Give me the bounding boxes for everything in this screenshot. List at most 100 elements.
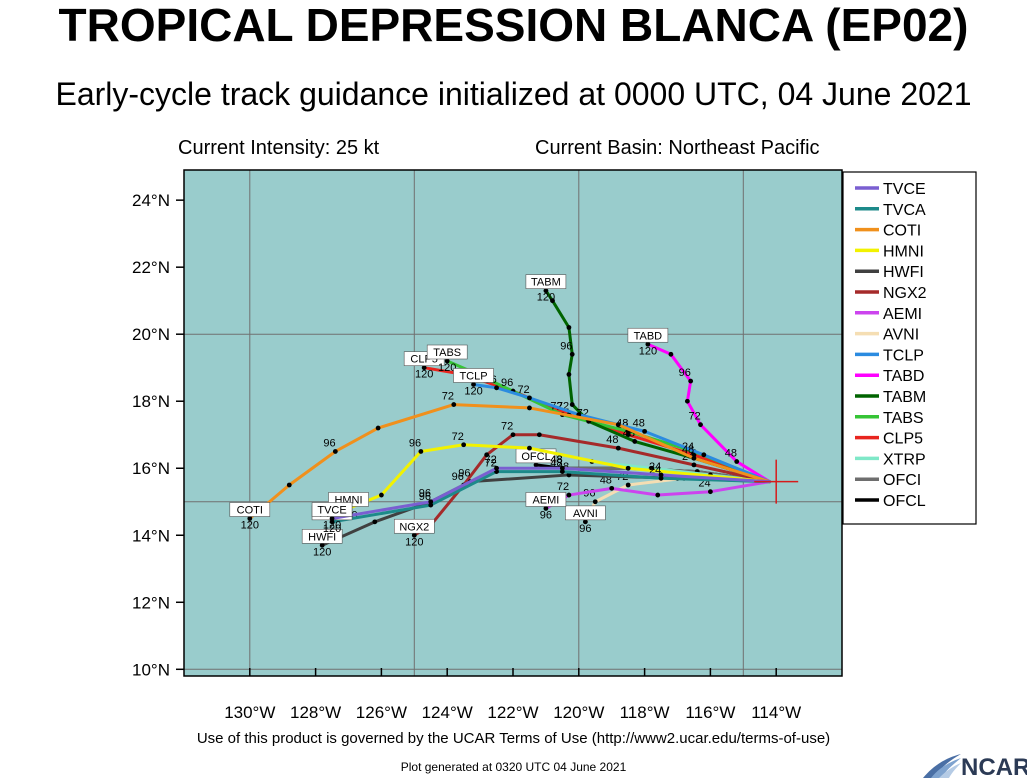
track-end-hour: 120: [323, 520, 341, 532]
track-point: [566, 325, 572, 330]
track-point: [625, 432, 631, 438]
track-end-hour: 96: [579, 523, 591, 535]
forecast-hour-label: 72: [442, 391, 454, 403]
track-end-hour: 120: [405, 536, 423, 548]
track-end-box: [525, 492, 567, 507]
track-end-box: [229, 502, 271, 517]
track-end-box: [525, 274, 567, 289]
track-point: [428, 502, 434, 508]
track-point: [734, 459, 740, 464]
track-point: [494, 465, 499, 471]
lon-tick-label: 126°W: [356, 703, 407, 722]
legend-label-hwfi: HWFI: [883, 264, 924, 281]
track-end-box: [627, 327, 669, 343]
track-point: [559, 465, 565, 471]
track-end-hour: 120: [415, 369, 433, 381]
lon-tick-label: 124°W: [422, 703, 473, 722]
legend-label-coti: COTI: [883, 223, 921, 240]
legend-label-tabd: TABD: [883, 368, 924, 385]
forecast-hour-label: 48: [633, 417, 645, 429]
track-point: [668, 351, 674, 357]
track-point: [494, 385, 499, 391]
track-point: [658, 472, 664, 478]
track-ngx2: 24 48 72 96 NGX2 120: [393, 421, 772, 548]
track-point: [527, 445, 532, 451]
track-line-tvca: [330, 470, 772, 524]
lat-tick-label: 12°N: [132, 593, 170, 612]
legend-label-tabs: TABS: [883, 410, 924, 427]
lat-tick-label: 22°N: [132, 258, 170, 277]
track-point: [286, 482, 292, 488]
legend-label-ngx2: NGX2: [883, 285, 927, 302]
track-end-hour: 120: [438, 362, 456, 374]
legend-label-tclp: TCLP: [883, 347, 924, 364]
ncar-logo-icon: [923, 754, 961, 778]
forecast-hour-label: 72: [452, 431, 464, 443]
map-grid: [184, 170, 842, 676]
track-end-box: [311, 502, 353, 517]
ncar-logo-text: NCAR: [961, 754, 1027, 781]
forecast-hour-label: 96: [323, 437, 335, 449]
track-end-hour: 120: [241, 520, 259, 532]
track-point: [418, 449, 424, 454]
track-point: [615, 422, 621, 428]
forecast-hour-label: 72: [485, 458, 497, 470]
track-end-hour: 120: [323, 523, 341, 535]
track-point: [655, 492, 661, 498]
track-point: [375, 425, 381, 431]
track-end-label: NGX2: [399, 521, 429, 533]
legend-label-tabm: TABM: [883, 389, 926, 406]
forecast-hour-label: 96: [560, 340, 572, 352]
track-point: [329, 516, 335, 521]
forecast-hour-label: 48: [725, 448, 737, 460]
track-point: [329, 519, 335, 525]
forecast-hour-label: 48: [606, 434, 618, 446]
track-map: 130°W 128°W 126°W 124°W 122°W 120°W 118°W 116°W…: [132, 169, 977, 722]
forecast-hour-label: 72: [501, 421, 513, 433]
track-point: [632, 439, 638, 444]
forecast-hour-label: 72: [557, 481, 569, 493]
track-point: [484, 452, 490, 458]
forecast-hour-label: 72: [689, 411, 701, 423]
track-point: [691, 462, 697, 468]
page-subtitle: Early-cycle track guidance initialized a…: [55, 76, 972, 112]
forecast-hour-label: 72: [485, 454, 497, 466]
legend-label-tvca: TVCA: [883, 202, 926, 219]
track-point: [421, 365, 427, 371]
track-point: [536, 432, 542, 438]
lat-tick-label: 18°N: [132, 392, 170, 411]
lat-tick-label: 24°N: [132, 191, 170, 210]
lat-tick-label: 14°N: [132, 526, 170, 545]
forecast-hour-label: 96: [419, 491, 431, 503]
track-end-label: AVNI: [573, 508, 598, 520]
track-point: [566, 492, 572, 498]
track-end-box: [565, 505, 606, 521]
track-point: [592, 499, 598, 505]
lon-tick-label: 122°W: [487, 703, 538, 722]
forecast-hour-label: 72: [517, 384, 529, 396]
track-end-hour: 120: [313, 546, 331, 558]
lon-tick-label: 116°W: [685, 703, 735, 722]
current-intensity: Current Intensity: 25 kt: [178, 137, 380, 159]
legend-label-tvce: TVCE: [883, 181, 926, 198]
lat-tick-label: 16°N: [132, 459, 170, 478]
lat-tick-label: 20°N: [132, 325, 170, 344]
lon-tick-label: 120°W: [553, 703, 604, 722]
track-end-label: TCLP: [459, 370, 487, 382]
forecast-hour-label: 96: [458, 468, 470, 480]
track-point: [688, 378, 694, 384]
track-point: [642, 428, 647, 434]
track-tabd: 48 72 96 TABD 120: [627, 327, 772, 484]
track-end-hour: 120: [464, 385, 482, 397]
forecast-hour-label: 96: [679, 367, 691, 379]
legend-label-avni: AVNI: [883, 327, 919, 344]
legend-label-aemi: AEMI: [883, 306, 922, 323]
model-tracks: OFCL 48244872CLP5120487296TABS120487296TA…: [229, 274, 772, 558]
track-point: [543, 506, 549, 511]
track-point: [543, 288, 549, 294]
lon-tick-label: 128°W: [290, 703, 341, 722]
track-point: [698, 422, 703, 428]
track-end-label: AEMI: [532, 494, 559, 506]
track-point: [379, 492, 384, 498]
track-end-label: TVCE: [317, 505, 346, 517]
